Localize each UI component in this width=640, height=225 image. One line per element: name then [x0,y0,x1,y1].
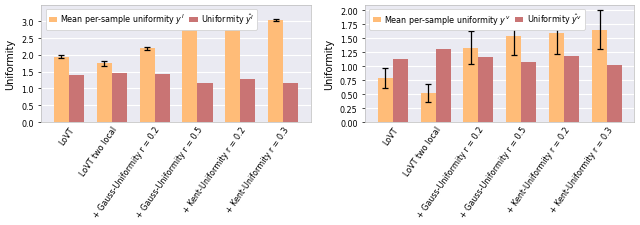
Legend: Mean per-sample uniformity $y^I$, Uniformity $\hat{y}^I$: Mean per-sample uniformity $y^I$, Unifor… [45,9,257,30]
Bar [140,49,155,122]
Bar [97,64,111,122]
Bar [111,74,127,122]
Bar [420,94,436,122]
Y-axis label: Uniformity: Uniformity [6,38,15,90]
Bar [549,33,564,122]
Bar [241,80,255,122]
Bar [155,74,170,122]
Bar [54,57,68,122]
Bar [392,60,408,122]
Bar [436,50,451,122]
Bar [592,31,607,122]
Bar [225,22,241,122]
Bar [506,37,522,122]
Bar [198,84,212,122]
Bar [463,48,479,122]
Bar [284,84,298,122]
Legend: Mean per-sample uniformity $y^v$, Uniformity $\hat{y}^v$: Mean per-sample uniformity $y^v$, Unifor… [369,9,584,30]
Bar [522,63,536,122]
Bar [378,79,392,122]
Bar [182,27,198,122]
Bar [68,76,84,122]
Bar [479,57,493,122]
Bar [607,66,622,122]
Y-axis label: Uniformity: Uniformity [324,38,335,90]
Bar [564,57,579,122]
Bar [268,21,284,122]
